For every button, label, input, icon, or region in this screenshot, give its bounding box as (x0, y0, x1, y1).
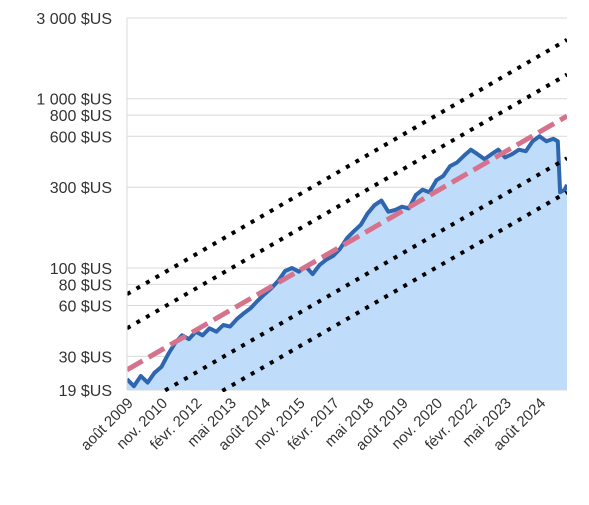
trend-band-line (158, 156, 567, 392)
trend-band-line (127, 72, 567, 331)
trend-band-line (127, 38, 567, 296)
data-area-layer (127, 134, 567, 390)
y-tick-label: 60 $US (59, 298, 112, 315)
y-tick-label: 800 $US (50, 108, 112, 125)
price-area-fill (127, 136, 567, 390)
y-tick-label: 30 $US (59, 349, 112, 366)
y-tick-label: 1 000 $US (36, 92, 112, 109)
trend-lines-layer (127, 38, 567, 392)
y-tick-label: 3 000 $US (36, 11, 112, 28)
y-tick-label: 100 $US (50, 261, 112, 278)
y-tick-label: 600 $US (50, 129, 112, 146)
trend-band-line (216, 190, 567, 392)
y-tick-label: 80 $US (59, 277, 112, 294)
trend-line-center (127, 113, 567, 372)
price-line (127, 134, 567, 389)
y-tick-label: 300 $US (50, 180, 112, 197)
y-tick-label: 19 $US (59, 383, 112, 400)
